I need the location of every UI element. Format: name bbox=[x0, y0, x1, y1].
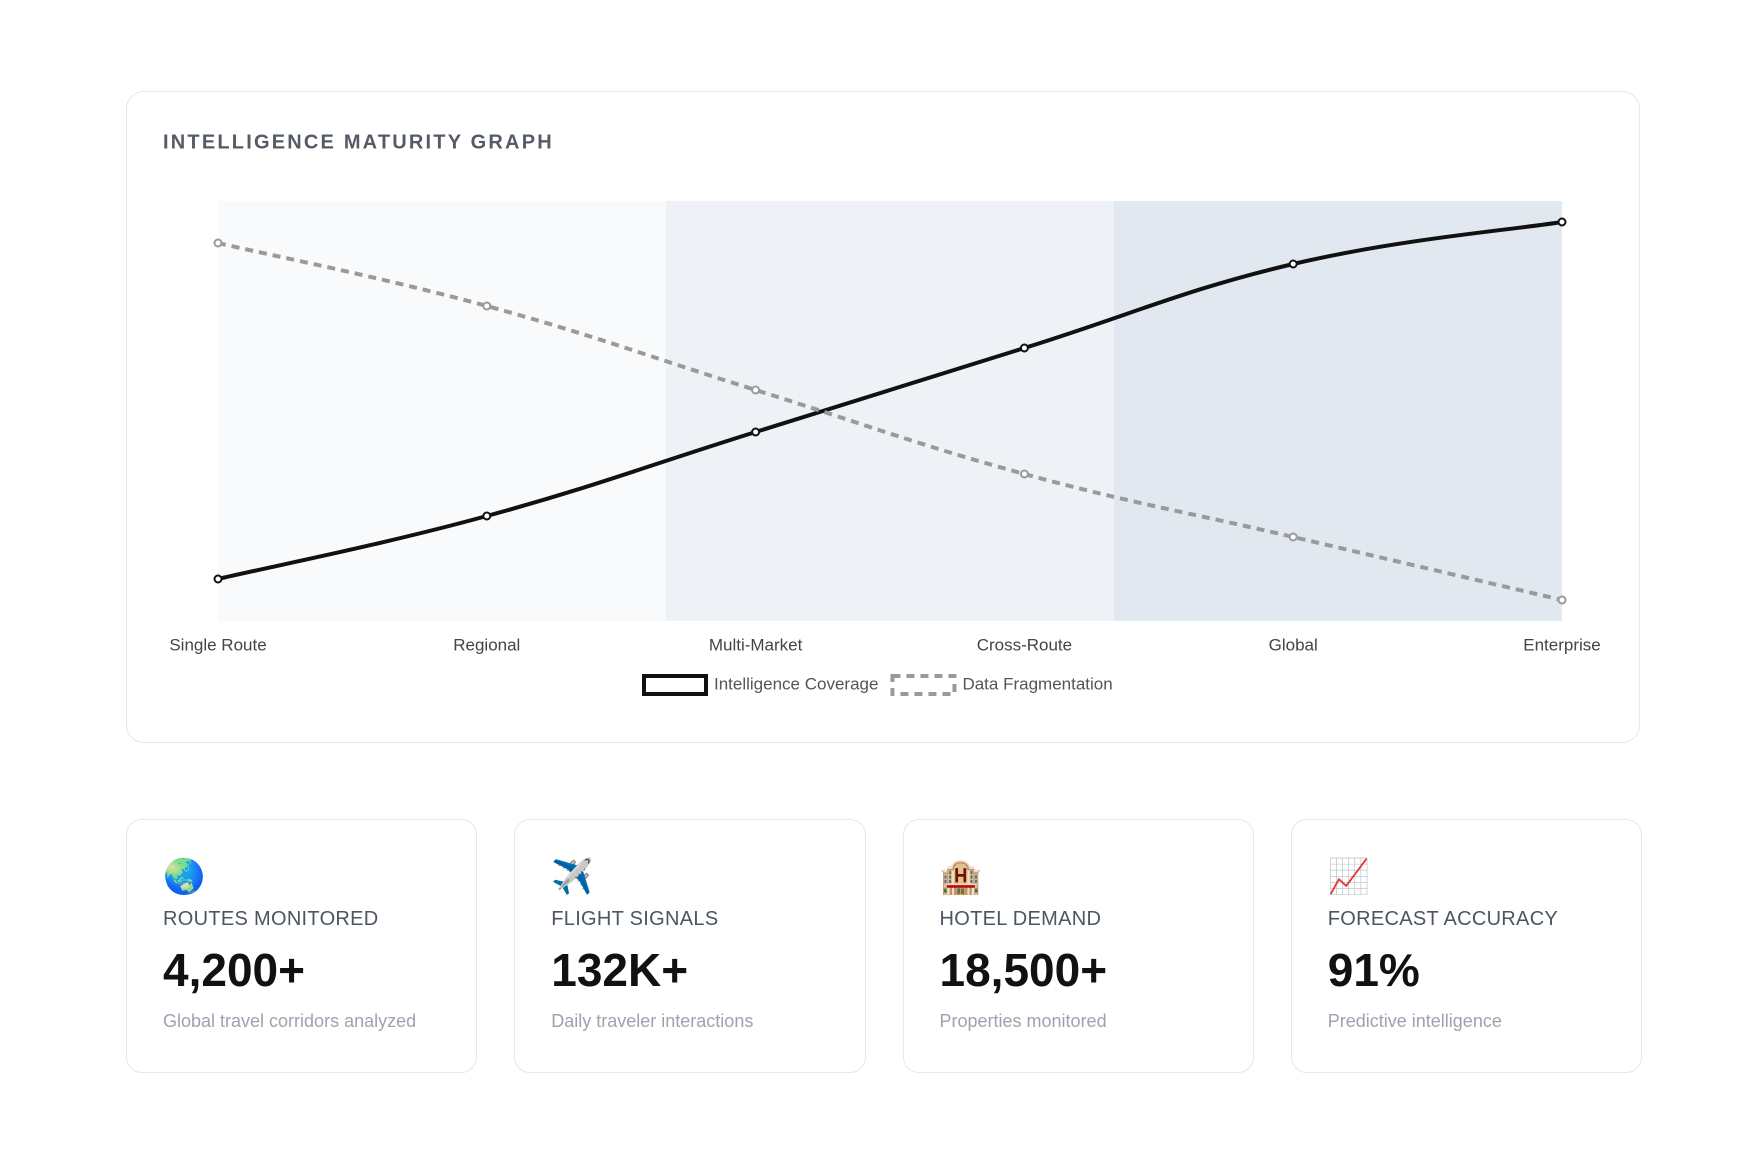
stat-card: ✈️ FLIGHT SIGNALS 132K+ Daily traveler inte… bbox=[514, 819, 866, 1073]
stat-label: HOTEL DEMAND bbox=[939, 908, 1102, 930]
stat-icon: 📈 bbox=[1327, 857, 1371, 897]
stat-icon: 🌏 bbox=[163, 857, 206, 897]
data-point bbox=[1557, 595, 1567, 605]
chart-card: INTELLIGENCE MATURITY GRAPH Single Route… bbox=[126, 91, 1640, 743]
legend-swatch bbox=[890, 674, 957, 696]
legend-swatch bbox=[642, 674, 708, 696]
data-point bbox=[1557, 217, 1567, 227]
stat-description: Daily traveler interactions bbox=[551, 1011, 754, 1031]
data-point bbox=[1019, 469, 1029, 479]
stat-description: Properties monitored bbox=[939, 1011, 1107, 1031]
stat-card: 📈 FORECAST ACCURACY 91% Predictive intellig… bbox=[1290, 819, 1642, 1073]
stats-row: 🌏 ROUTES MONITORED 4,200+ Global travel cor… bbox=[126, 819, 1642, 1073]
stat-value: 91% bbox=[1327, 944, 1420, 996]
stat-value: 4,200+ bbox=[163, 944, 305, 996]
chart-title: INTELLIGENCE MATURITY GRAPH bbox=[163, 131, 554, 153]
data-point bbox=[1019, 343, 1029, 353]
stat-description: Predictive intelligence bbox=[1327, 1011, 1502, 1031]
x-tick-label: Multi-Market bbox=[709, 635, 803, 654]
data-point bbox=[751, 385, 761, 395]
stat-card: 🏨 HOTEL DEMAND 18,500+ Properties monitored bbox=[902, 819, 1254, 1073]
stat-value: 132K+ bbox=[551, 944, 689, 996]
legend-label: Intelligence Coverage bbox=[714, 674, 878, 693]
x-tick-label: Global bbox=[1269, 635, 1318, 654]
stat-label: ROUTES MONITORED bbox=[163, 908, 379, 930]
data-point bbox=[751, 427, 761, 437]
data-point bbox=[1288, 259, 1298, 269]
stat-value: 18,500+ bbox=[939, 944, 1108, 996]
x-tick-label: Enterprise bbox=[1523, 635, 1600, 654]
stat-icon: 🏨 bbox=[939, 857, 982, 897]
background-zone bbox=[666, 201, 1114, 621]
x-tick-label: Single Route bbox=[169, 635, 266, 654]
x-tick-label: Regional bbox=[453, 635, 520, 654]
background-zone bbox=[218, 201, 666, 621]
stat-card: 🌏 ROUTES MONITORED 4,200+ Global travel cor… bbox=[126, 819, 478, 1073]
stat-label: FLIGHT SIGNALS bbox=[551, 908, 719, 930]
data-line bbox=[217, 220, 1563, 581]
x-tick-label: Cross-Route bbox=[977, 635, 1072, 654]
data-point bbox=[482, 301, 492, 311]
data-point bbox=[213, 574, 223, 584]
background-zone bbox=[1114, 201, 1562, 621]
stat-description: Global travel corridors analyzed bbox=[163, 1011, 417, 1031]
stat-label: FORECAST ACCURACY bbox=[1327, 908, 1559, 930]
chart: INTELLIGENCE MATURITY GRAPH Single Route… bbox=[163, 131, 1601, 696]
data-point bbox=[482, 511, 492, 521]
data-point bbox=[213, 238, 223, 248]
legend-label: Data Fragmentation bbox=[962, 674, 1112, 693]
stat-icon: ✈️ bbox=[551, 857, 594, 897]
data-point bbox=[1288, 532, 1298, 542]
